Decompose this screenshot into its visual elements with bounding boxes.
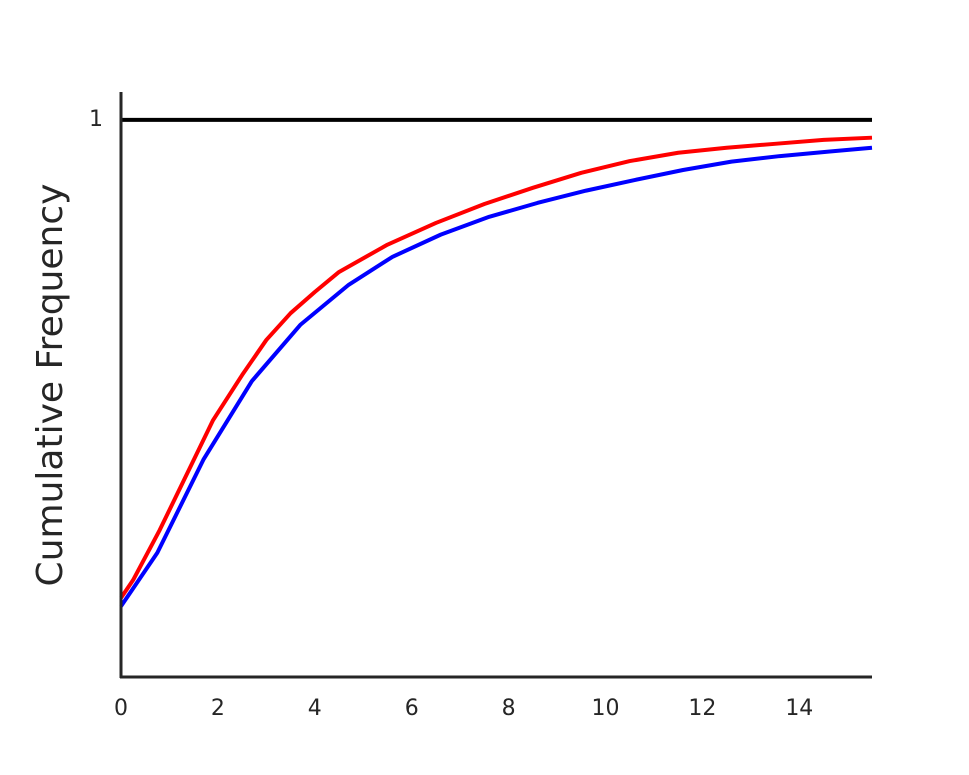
x-tick-label: 8 [502, 696, 516, 721]
x-tick-label: 14 [785, 696, 813, 721]
x-tick-label: 2 [211, 696, 225, 721]
series-line [119, 135, 873, 600]
y-tick-label: 1 [89, 107, 103, 132]
x-tick-label: 6 [405, 696, 419, 721]
x-tick-label: 4 [308, 696, 322, 721]
x-tick-label: 10 [592, 696, 620, 721]
x-tick-label: 0 [114, 696, 128, 721]
y-axis-label: Cumulative Frequency [30, 184, 71, 587]
series-line [119, 145, 873, 608]
x-tick-label: 12 [688, 696, 716, 721]
